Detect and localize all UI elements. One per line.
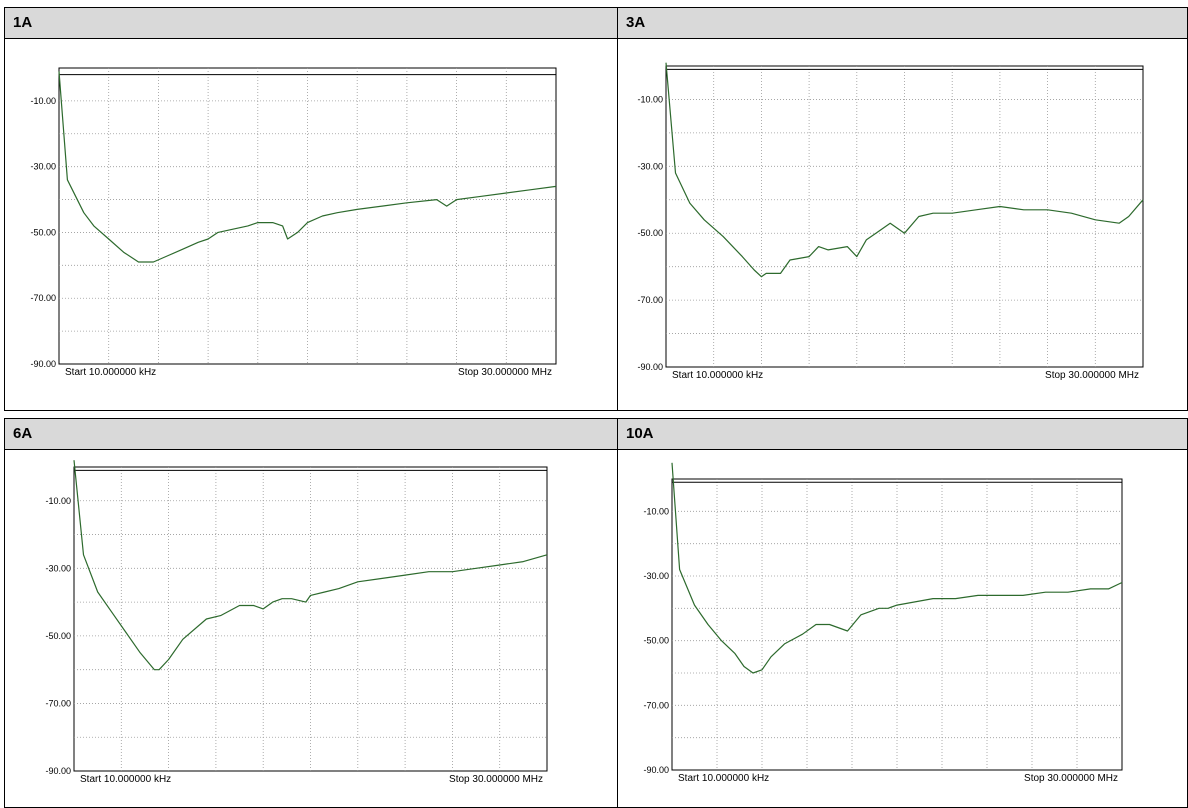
x-stop-label: Stop 30.000000 MHz (449, 774, 543, 785)
series-line (58, 71, 557, 263)
chart-10a: -10.00 -30.00 -50.00 -70.00 -90.00 Start 10.0… (643, 462, 1123, 784)
x-start-label: Start 10.000000 kHz (65, 367, 156, 378)
y-tick-label: -50.00 (643, 636, 669, 646)
y-tick-label: -50.00 (637, 228, 663, 238)
chart-6a: -10.00 -30.00 -50.00 -70.00 -90.00 Start 10.0… (45, 460, 548, 785)
panel-title-3a: 3A (617, 7, 1188, 39)
y-tick-label: -10.00 (30, 96, 56, 106)
chart-1a: -10.00 -30.00 -50.00 -70.00 -90.00 Start 10.0… (30, 67, 557, 378)
y-tick-label: -70.00 (45, 698, 71, 708)
y-tick-label: -30.00 (30, 162, 56, 172)
y-tick-label: -30.00 (45, 563, 71, 573)
panel-body-1a: -10.00 -30.00 -50.00 -70.00 -90.00 Start 10.0… (4, 38, 618, 411)
x-stop-label: Stop 30.000000 MHz (458, 367, 552, 378)
panel-body-6a: -10.00 -30.00 -50.00 -70.00 -90.00 Start 10.0… (4, 449, 618, 808)
y-tick-label: -70.00 (30, 293, 56, 303)
x-stop-label: Stop 30.000000 MHz (1024, 773, 1118, 784)
panel-title-6a: 6A (4, 418, 618, 450)
panel-title-1a: 1A (4, 7, 618, 39)
plot-frame (73, 466, 548, 772)
y-tick-label: -10.00 (45, 496, 71, 506)
y-tick-label: -70.00 (637, 295, 663, 305)
y-tick-label: -30.00 (643, 571, 669, 581)
x-start-label: Start 10.000000 kHz (80, 774, 171, 785)
chart-3a: -10.00 -30.00 -50.00 -70.00 -90.00 Start 10.0… (637, 62, 1144, 381)
series-line (73, 460, 548, 671)
x-stop-label: Stop 30.000000 MHz (1045, 370, 1139, 381)
x-start-label: Start 10.000000 kHz (672, 370, 763, 381)
panel-title-10a: 10A (617, 418, 1188, 450)
series-line (665, 62, 1144, 278)
plot-frame (671, 478, 1123, 771)
y-tick-label: -90.00 (45, 766, 71, 776)
y-tick-label: -30.00 (637, 161, 663, 171)
x-start-label: Start 10.000000 kHz (678, 773, 769, 784)
y-tick-label: -50.00 (30, 227, 56, 237)
panel-body-10a: -10.00 -30.00 -50.00 -70.00 -90.00 Start 10.0… (617, 449, 1188, 808)
y-tick-label: -90.00 (30, 359, 56, 369)
y-tick-label: -10.00 (643, 506, 669, 516)
panel-body-3a: -10.00 -30.00 -50.00 -70.00 -90.00 Start 10.0… (617, 38, 1188, 411)
series-line (671, 462, 1123, 674)
y-tick-label: -50.00 (45, 631, 71, 641)
y-tick-label: -70.00 (643, 700, 669, 710)
y-tick-label: -10.00 (637, 94, 663, 104)
y-tick-label: -90.00 (637, 362, 663, 372)
y-tick-label: -90.00 (643, 765, 669, 775)
